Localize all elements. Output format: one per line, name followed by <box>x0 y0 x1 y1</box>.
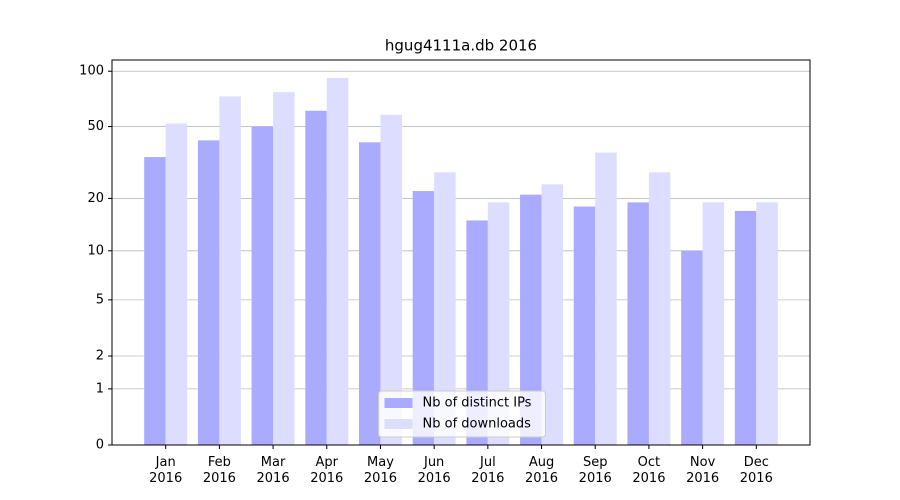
x-tick-label: Oct 2016 <box>632 455 665 486</box>
bar <box>165 123 188 446</box>
bar <box>219 96 241 445</box>
x-tick-label: Mar 2016 <box>257 455 290 486</box>
legend: Nb of distinct IPs Nb of downloads <box>378 390 546 438</box>
bar <box>487 202 510 445</box>
bar <box>434 172 456 445</box>
x-tick-label: May 2016 <box>364 455 397 486</box>
axes-frame <box>111 59 811 446</box>
legend-swatch <box>384 419 413 429</box>
x-tick-label: Dec 2016 <box>740 455 773 486</box>
bar <box>573 206 596 445</box>
bar <box>326 77 349 445</box>
x-tick-label: Jan 2016 <box>149 455 182 486</box>
legend-box <box>378 390 546 438</box>
x-tick-label: Nov 2016 <box>686 455 719 486</box>
x-tick-label: Feb 2016 <box>203 455 236 486</box>
legend-label: Nb of downloads <box>423 417 532 432</box>
y-tick-label: 100 <box>79 64 104 79</box>
x-tick-label: Apr 2016 <box>310 455 343 486</box>
y-tick-label: 20 <box>87 191 104 206</box>
bar <box>756 202 778 445</box>
y-tick-label: 50 <box>87 119 104 134</box>
bar <box>595 152 617 446</box>
bar <box>541 184 564 445</box>
chart-title: hgug4111a.db 2016 <box>385 37 537 55</box>
legend-swatch <box>384 398 413 408</box>
x-tick-label: Jun 2016 <box>418 455 451 486</box>
y-tick-label: 5 <box>96 292 104 307</box>
x-tick-label: Jul 2016 <box>471 455 504 486</box>
legend-label: Nb of distinct IPs <box>423 396 532 411</box>
bar <box>702 202 725 445</box>
bar <box>734 210 757 445</box>
y-tick-label: 10 <box>87 243 104 258</box>
bar <box>466 220 488 445</box>
bar <box>681 250 703 445</box>
bar <box>380 114 402 446</box>
y-tick-label: 1 <box>96 381 104 396</box>
bar <box>144 157 166 445</box>
bar <box>648 172 671 445</box>
x-tick-label: Sep 2016 <box>579 455 612 486</box>
y-tick-label: 2 <box>96 349 104 364</box>
bar <box>197 140 220 446</box>
bar <box>358 142 381 446</box>
bar <box>273 92 295 445</box>
bar <box>627 202 649 445</box>
bar <box>305 110 327 445</box>
bar <box>412 191 435 445</box>
x-tick-label: Aug 2016 <box>525 455 558 486</box>
y-tick-label: 0 <box>96 438 104 453</box>
bar <box>251 126 274 445</box>
bar <box>520 194 542 445</box>
